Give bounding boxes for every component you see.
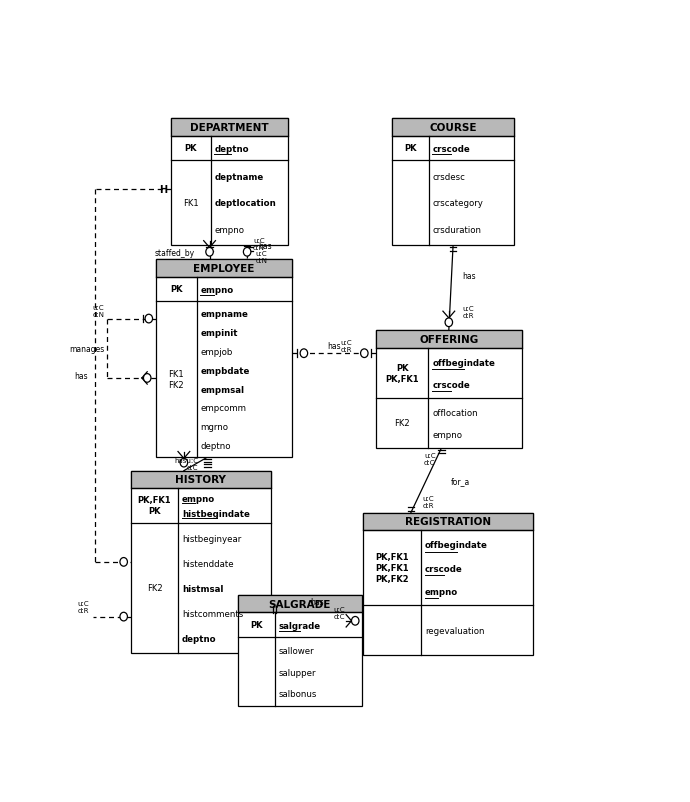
Text: H: H — [159, 185, 167, 195]
Text: staffed_by: staffed_by — [155, 249, 195, 257]
Text: empmsal: empmsal — [200, 385, 244, 394]
Circle shape — [120, 558, 128, 566]
Bar — [130, 471, 270, 654]
Circle shape — [206, 248, 213, 257]
Circle shape — [300, 350, 308, 358]
Circle shape — [361, 350, 368, 358]
Text: empinit: empinit — [200, 329, 238, 338]
Text: crsduration: crsduration — [433, 226, 482, 235]
Circle shape — [351, 617, 359, 626]
Text: histbegindate: histbegindate — [182, 509, 250, 518]
Text: deptno: deptno — [182, 634, 217, 643]
Text: PK: PK — [170, 285, 182, 294]
Text: PK: PK — [250, 620, 262, 630]
Text: u:C
d:R: u:C d:R — [463, 306, 474, 319]
Bar — [130, 471, 270, 488]
Text: EMPLOYEE: EMPLOYEE — [193, 264, 255, 273]
Text: empno: empno — [215, 226, 244, 235]
Bar — [170, 119, 288, 136]
Bar — [376, 331, 522, 348]
Bar — [363, 513, 533, 530]
Bar — [376, 331, 522, 448]
Bar — [170, 119, 288, 245]
Text: histbeginyear: histbeginyear — [182, 534, 241, 543]
Text: u:C
d:R: u:C d:R — [423, 496, 434, 508]
Text: HISTORY: HISTORY — [175, 475, 226, 484]
Text: salupper: salupper — [279, 668, 316, 677]
Text: empno: empno — [425, 587, 458, 596]
Text: u:C
d:R: u:C d:R — [341, 340, 353, 353]
Text: FK2: FK2 — [395, 419, 410, 427]
Text: empname: empname — [200, 310, 248, 318]
Text: hasu:C
d:C: hasu:C d:C — [174, 457, 198, 470]
Text: PK: PK — [184, 144, 197, 153]
Text: u:C
d:C: u:C d:C — [424, 453, 435, 466]
Text: for_a: for_a — [451, 476, 471, 485]
Bar — [363, 513, 533, 655]
Text: FK1: FK1 — [183, 199, 199, 208]
Text: deptname: deptname — [215, 172, 264, 181]
Text: crscode: crscode — [433, 144, 470, 153]
Text: empcomm: empcomm — [200, 404, 246, 413]
Text: REGISTRATION: REGISTRATION — [405, 516, 491, 527]
Text: PK
PK,FK1: PK PK,FK1 — [386, 363, 419, 383]
Text: has: has — [463, 271, 476, 281]
Text: mgrno: mgrno — [200, 423, 228, 431]
Text: empno: empno — [182, 494, 215, 504]
Text: regevaluation: regevaluation — [425, 626, 484, 635]
Text: has: has — [75, 371, 88, 381]
Text: SALGRADE: SALGRADE — [268, 599, 331, 609]
Text: salbonus: salbonus — [279, 689, 317, 699]
Text: manages: manages — [69, 344, 104, 354]
Text: PK: PK — [404, 144, 417, 153]
Text: histcomments: histcomments — [182, 610, 244, 618]
Text: histmsal: histmsal — [182, 584, 224, 593]
Text: empjob: empjob — [200, 347, 233, 356]
Text: u:C
d:N: u:C d:N — [255, 250, 267, 263]
Text: empno: empno — [432, 431, 462, 439]
Circle shape — [144, 374, 151, 383]
Text: DEPARTMENT: DEPARTMENT — [190, 123, 269, 132]
Circle shape — [244, 248, 251, 257]
Bar — [392, 119, 514, 245]
Text: sallower: sallower — [279, 646, 314, 655]
Text: salgrade: salgrade — [279, 621, 321, 630]
Text: FK1
FK2: FK1 FK2 — [168, 370, 184, 390]
Circle shape — [445, 318, 453, 327]
Bar — [156, 260, 292, 277]
Text: PK,FK1
PK: PK,FK1 PK — [137, 496, 171, 516]
Text: offbegindate: offbegindate — [432, 358, 495, 367]
Text: crsdesc: crsdesc — [433, 172, 465, 181]
Text: has: has — [310, 597, 324, 606]
Text: crscategory: crscategory — [433, 199, 483, 209]
Text: FK2: FK2 — [147, 584, 162, 593]
Text: offbegindate: offbegindate — [425, 541, 488, 549]
Text: offlocation: offlocation — [432, 408, 477, 417]
Bar — [156, 260, 292, 457]
Text: OFFERING: OFFERING — [420, 334, 478, 345]
Bar — [237, 595, 362, 613]
Circle shape — [180, 459, 188, 468]
Text: empno: empno — [200, 286, 234, 294]
Text: deptno: deptno — [215, 144, 249, 153]
Text: COURSE: COURSE — [429, 123, 477, 132]
Text: u:C
d:N: u:C d:N — [92, 305, 104, 318]
Circle shape — [120, 613, 128, 621]
Bar — [237, 595, 362, 707]
Circle shape — [145, 315, 152, 323]
Text: deptno: deptno — [200, 442, 231, 451]
Text: PK,FK1
PK,FK1
PK,FK2: PK,FK1 PK,FK1 PK,FK2 — [375, 553, 409, 583]
Text: u:C
d:N: u:C d:N — [253, 238, 265, 251]
Text: has: has — [327, 342, 341, 350]
Text: crscode: crscode — [432, 381, 470, 390]
Text: empbdate: empbdate — [200, 367, 250, 375]
Bar — [392, 119, 514, 136]
Text: histenddate: histenddate — [182, 559, 234, 568]
Text: deptlocation: deptlocation — [215, 199, 276, 209]
Text: u:C
d:C: u:C d:C — [333, 606, 345, 619]
Text: crscode: crscode — [425, 564, 462, 573]
Text: has: has — [258, 242, 272, 251]
Text: u:C
d:R: u:C d:R — [77, 601, 89, 614]
